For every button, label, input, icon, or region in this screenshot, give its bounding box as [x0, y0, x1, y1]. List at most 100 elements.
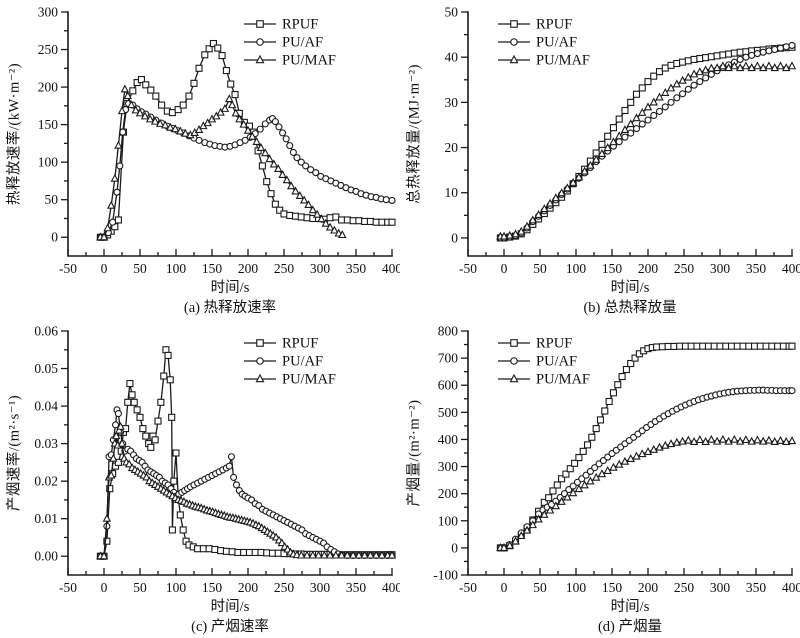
svg-text:0: 0	[501, 261, 508, 276]
svg-text:0: 0	[451, 230, 458, 245]
svg-text:0.04: 0.04	[34, 399, 58, 414]
svg-text:RPUF: RPUF	[282, 17, 318, 33]
svg-text:40: 40	[445, 50, 459, 65]
svg-text:350: 350	[746, 261, 767, 276]
chart-a-y-axis-title: 热释放速率/(kW·m⁻²)	[6, 62, 23, 206]
svg-text:350: 350	[746, 580, 767, 595]
chart-b-x-axis-title: 时间/s	[610, 280, 650, 296]
svg-text:400: 400	[438, 432, 459, 447]
svg-text:50: 50	[533, 261, 547, 276]
svg-text:RPUF: RPUF	[282, 336, 318, 352]
svg-text:300: 300	[710, 580, 731, 595]
svg-text:0.02: 0.02	[34, 474, 58, 489]
svg-text:100: 100	[38, 155, 59, 170]
subplot-b: -50 0 50 100 150 200 250 300 350 400 0 10 20 30 40 50 RP…	[400, 0, 800, 319]
svg-text:300: 300	[438, 459, 459, 474]
svg-text:200: 200	[438, 486, 459, 501]
svg-text:400: 400	[782, 261, 800, 276]
svg-text:300: 300	[710, 261, 731, 276]
svg-text:150: 150	[602, 261, 623, 276]
svg-text:PU/AF: PU/AF	[282, 35, 323, 51]
svg-text:PU/MAF: PU/MAF	[536, 372, 590, 388]
subplot-a: -50 0 50 100 150 200 250 300 350 400 0 50 100 150 200 2…	[0, 0, 401, 319]
chart-d-caption: (d) 产烟量	[597, 619, 663, 635]
subplot-d: -50 0 50 100 150 200 250 300 350 400 -100 0 100 200 30…	[400, 319, 800, 638]
svg-text:-50: -50	[459, 580, 477, 595]
svg-text:700: 700	[438, 351, 459, 366]
chart-c-canvas: -50 0 50 100 150 200 250 300 350 400 0.00 0.01 0.02 0…	[34, 324, 400, 596]
chart-a-caption: (a) 热释放速率	[183, 300, 277, 316]
svg-text:400: 400	[382, 261, 400, 276]
svg-text:50: 50	[133, 580, 147, 595]
svg-text:100: 100	[566, 261, 587, 276]
svg-text:250: 250	[674, 580, 695, 595]
svg-text:150: 150	[202, 261, 223, 276]
chart-d-x-axis-title: 时间/s	[610, 599, 650, 615]
chart-c-caption: (c) 产烟速率	[191, 619, 269, 635]
svg-text:150: 150	[202, 580, 223, 595]
svg-text:300: 300	[38, 5, 59, 20]
svg-text:500: 500	[438, 405, 459, 420]
svg-text:100: 100	[566, 580, 587, 595]
svg-text:400: 400	[782, 580, 800, 595]
svg-text:350: 350	[346, 261, 367, 276]
svg-text:0.03: 0.03	[34, 436, 58, 451]
svg-text:-50: -50	[59, 580, 77, 595]
svg-text:800: 800	[438, 324, 459, 339]
svg-text:50: 50	[133, 261, 147, 276]
svg-text:200: 200	[638, 580, 659, 595]
chart-d-y-axis-title: 产烟量/(m²·m⁻²)	[406, 399, 423, 507]
svg-text:50: 50	[445, 5, 459, 20]
svg-text:250: 250	[674, 261, 695, 276]
svg-text:10: 10	[445, 185, 459, 200]
svg-text:100: 100	[166, 261, 187, 276]
svg-text:PU/AF: PU/AF	[536, 354, 577, 370]
svg-text:-50: -50	[59, 261, 77, 276]
svg-text:0: 0	[51, 230, 58, 245]
svg-text:300: 300	[310, 261, 331, 276]
svg-text:0: 0	[101, 261, 108, 276]
svg-text:50: 50	[45, 192, 59, 207]
chart-b-caption: (b) 总热释放量	[583, 300, 677, 316]
chart-b-canvas: -50 0 50 100 150 200 250 300 350 400 0 10 20 30 40 50 RP…	[445, 5, 800, 277]
svg-text:PU/AF: PU/AF	[536, 35, 577, 51]
svg-text:PU/AF: PU/AF	[282, 354, 323, 370]
svg-text:20: 20	[445, 140, 459, 155]
svg-text:0.05: 0.05	[34, 361, 58, 376]
svg-text:250: 250	[274, 261, 295, 276]
svg-text:200: 200	[238, 580, 259, 595]
svg-text:0: 0	[101, 580, 108, 595]
svg-text:350: 350	[346, 580, 367, 595]
svg-text:30: 30	[445, 95, 459, 110]
svg-text:300: 300	[310, 580, 331, 595]
svg-text:100: 100	[438, 513, 459, 528]
chart-d-canvas: -50 0 50 100 150 200 250 300 350 400 -100 0 100 200 30…	[433, 324, 800, 596]
svg-text:0.06: 0.06	[34, 324, 58, 339]
svg-text:0.01: 0.01	[34, 511, 58, 526]
chart-a-canvas: -50 0 50 100 150 200 250 300 350 400 0 50 100 150 200 2…	[38, 5, 400, 277]
svg-text:0: 0	[451, 540, 458, 555]
svg-text:250: 250	[38, 42, 59, 57]
chart-c-x-axis-title: 时间/s	[210, 599, 250, 615]
svg-text:150: 150	[38, 117, 59, 132]
svg-text:600: 600	[438, 378, 459, 393]
svg-text:250: 250	[274, 580, 295, 595]
svg-text:150: 150	[602, 580, 623, 595]
svg-text:RPUF: RPUF	[536, 17, 572, 33]
svg-text:PU/MAF: PU/MAF	[282, 372, 336, 388]
svg-text:PU/MAF: PU/MAF	[536, 53, 590, 69]
svg-text:RPUF: RPUF	[536, 336, 572, 352]
svg-text:400: 400	[382, 580, 400, 595]
svg-text:0: 0	[501, 580, 508, 595]
svg-text:200: 200	[638, 261, 659, 276]
subplot-c: -50 0 50 100 150 200 250 300 350 400 0.00 0.01 0.02 0…	[0, 319, 401, 638]
svg-text:PU/MAF: PU/MAF	[282, 53, 336, 69]
svg-text:-100: -100	[433, 568, 458, 583]
svg-text:50: 50	[533, 580, 547, 595]
svg-text:-50: -50	[459, 261, 477, 276]
svg-text:200: 200	[38, 80, 59, 95]
svg-text:200: 200	[238, 261, 259, 276]
chart-b-y-axis-title: 总热释放量/(MJ·m⁻²)	[406, 64, 423, 204]
svg-text:100: 100	[166, 580, 187, 595]
chart-c-y-axis-title: 产烟速率/(m²·s⁻¹)	[6, 394, 23, 512]
